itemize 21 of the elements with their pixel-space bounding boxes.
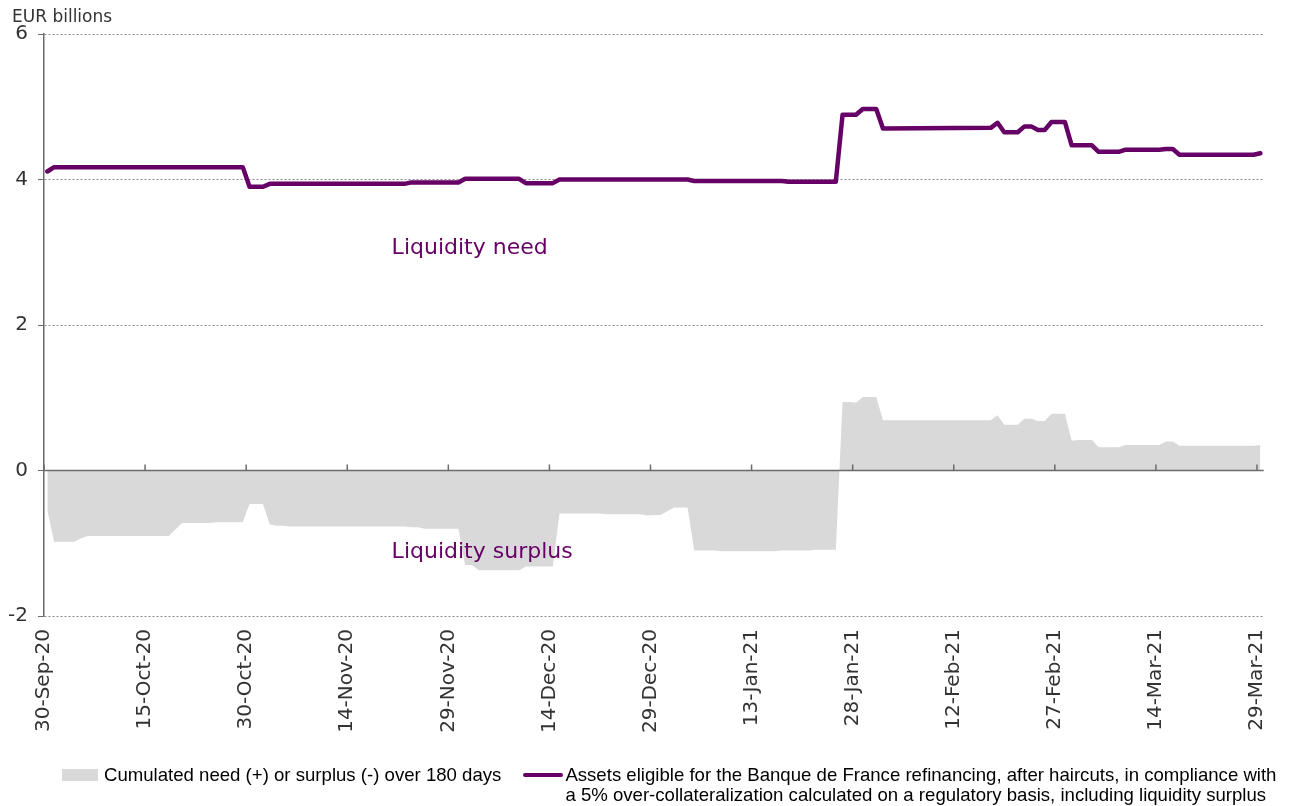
annotation: Liquidity need bbox=[391, 234, 548, 260]
legend-label: Cumulated need (+) or surplus (-) over 180 days bbox=[104, 764, 502, 785]
x-tick-label: 14-Nov-20 bbox=[333, 629, 358, 733]
x-tick-label: 30-Oct-20 bbox=[232, 629, 257, 730]
x-tick-label: 29-Nov-20 bbox=[434, 629, 459, 733]
legend-label: Assets eligible for the Banque de France refinancing, after haircuts, in compliance with a 5% over-collateralization calculated on a regulatory basis, including liquidity surplus bbox=[565, 764, 1278, 805]
x-tick-label: 15-Oct-20 bbox=[131, 629, 156, 730]
x-tick-label: 27-Feb-21 bbox=[1041, 629, 1066, 730]
annotation: Liquidity surplus bbox=[391, 537, 573, 563]
x-tick-label: 28-Jan-21 bbox=[838, 629, 863, 727]
x-tick-label: 14-Dec-20 bbox=[535, 629, 560, 734]
x-tick-label: 29-Dec-20 bbox=[636, 629, 661, 734]
x-tick-label: 12-Feb-21 bbox=[939, 629, 964, 730]
y-tick-label: 4 bbox=[15, 165, 28, 190]
x-tick-label: 14-Mar-21 bbox=[1142, 629, 1167, 731]
x-tick-label: 30-Sep-20 bbox=[30, 629, 55, 733]
x-tick-label: 13-Jan-21 bbox=[737, 629, 762, 727]
y-tick-label: 2 bbox=[15, 311, 28, 336]
y-tick-label: 0 bbox=[15, 456, 28, 481]
x-tick-label: 29-Mar-21 bbox=[1243, 629, 1268, 731]
y-tick-label: -2 bbox=[8, 602, 28, 627]
